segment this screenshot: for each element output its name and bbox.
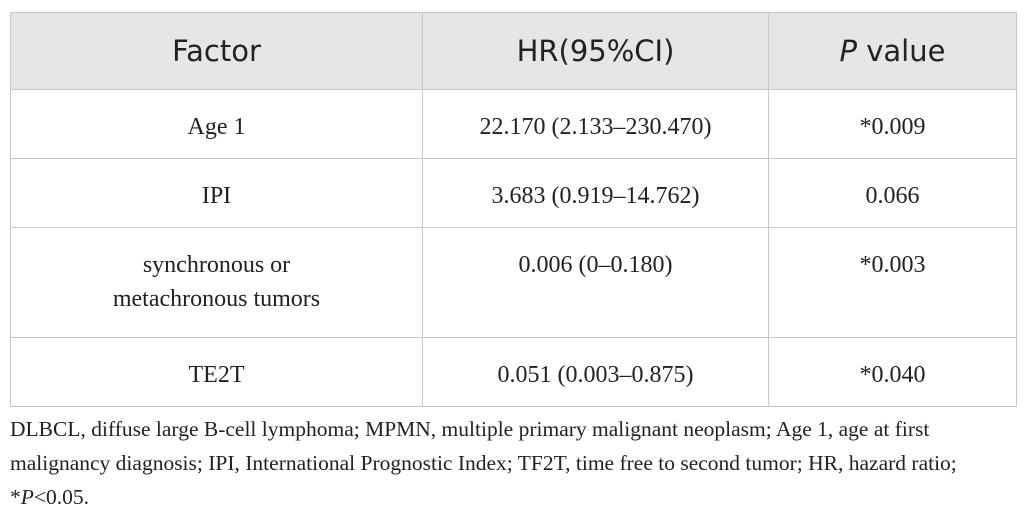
cell-text: 0.006 (0–0.180) — [518, 252, 673, 278]
results-table: Factor HR(95%CI) P value Age 1 22.170 (2.13… — [10, 12, 1017, 407]
footnote-text: DLBCL, diffuse large B-cell lymphoma; MP… — [10, 417, 957, 509]
table-cell: IPI — [10, 158, 423, 228]
footnote-text: <0.05. — [33, 485, 90, 509]
table-cell: synchronous or metachronous tumors — [10, 227, 423, 338]
table-row: synchronous or metachronous tumors 0.006 … — [10, 227, 1017, 338]
cell-text: 3.683 (0.919–14.762) — [491, 183, 700, 209]
header-row: Factor HR(95%CI) P value — [10, 12, 1017, 90]
table-cell: 3.683 (0.919–14.762) — [422, 158, 769, 228]
cell-text: *0.040 — [859, 362, 926, 388]
cell-text: IPI — [201, 183, 232, 209]
cell-text: *0.009 — [859, 114, 926, 140]
table-row: Age 1 22.170 (2.133–230.470) *0.009 — [10, 89, 1017, 159]
table-cell: Age 1 — [10, 89, 423, 159]
table-cell: *0.040 — [768, 337, 1017, 407]
cell-text: *0.003 — [859, 252, 926, 278]
table-cell: 0.051 (0.003–0.875) — [422, 337, 769, 407]
table-row: IPI 3.683 (0.919–14.762) 0.066 — [10, 158, 1017, 228]
header-text: Factor — [172, 34, 261, 68]
header-text: P — [839, 34, 858, 68]
cell-text: synchronous or metachronous tumors — [112, 252, 321, 312]
table-cell: 22.170 (2.133–230.470) — [422, 89, 769, 159]
cell-text: 0.051 (0.003–0.875) — [497, 362, 694, 388]
table-body: Age 1 22.170 (2.133–230.470) *0.009 IPI 3.68… — [10, 89, 1017, 407]
cell-text: TE2T — [188, 362, 245, 388]
header-cell: P value — [768, 12, 1017, 90]
footnote-text: P — [20, 485, 34, 509]
cell-text: Age 1 — [187, 114, 246, 140]
header-text: HR(95%CI) — [516, 34, 675, 68]
table-cell: 0.066 — [768, 158, 1017, 228]
table-cell: *0.009 — [768, 89, 1017, 159]
header-text: value — [857, 34, 946, 68]
table-row: TE2T 0.051 (0.003–0.875) *0.040 — [10, 337, 1017, 407]
header-cell: Factor — [10, 12, 423, 90]
table-cell: *0.003 — [768, 227, 1017, 338]
cell-text: 0.066 — [865, 183, 920, 209]
cell-text: 22.170 (2.133–230.470) — [479, 114, 712, 140]
table-cell: TE2T — [10, 337, 423, 407]
table-cell: 0.006 (0–0.180) — [422, 227, 769, 338]
header-cell: HR(95%CI) — [422, 12, 769, 90]
footnote: DLBCL, diffuse large B-cell lymphoma; MP… — [10, 412, 1020, 514]
